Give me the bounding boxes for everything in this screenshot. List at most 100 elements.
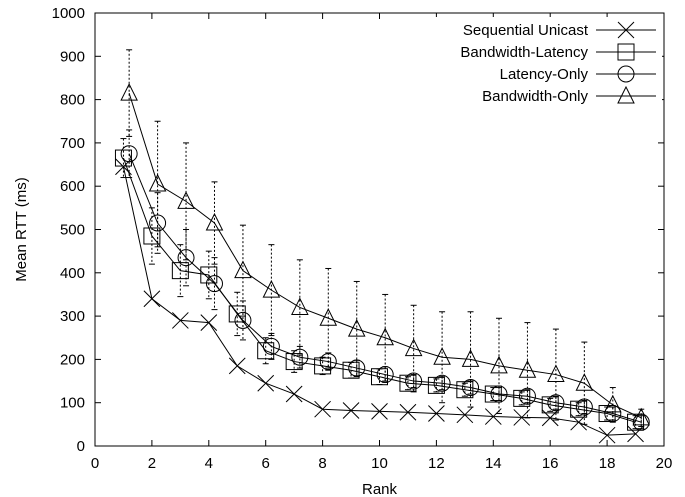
- bandwidth-latency-line: [122, 157, 636, 423]
- sequential-unicast-point: [285, 385, 303, 403]
- bandwidth-latency-legend-label: Bandwidth-Latency: [460, 44, 588, 61]
- x-tick-label: 4: [205, 455, 213, 472]
- bandwidth-latency-point: [484, 385, 502, 403]
- bandwidth-only-point: [291, 297, 309, 315]
- bandwidth-only-point: [148, 173, 167, 192]
- sequential-unicast-point: [371, 403, 388, 420]
- y-tick-label: 900: [60, 48, 85, 65]
- bandwidth-latency-point: [598, 405, 616, 423]
- bandwidth-only-point: [461, 349, 480, 367]
- bandwidth-latency-legend-marker: [617, 43, 635, 61]
- sequential-unicast-point: [627, 425, 644, 443]
- bandwidth-latency-error-bar: [404, 376, 411, 391]
- marker-stroke: [598, 426, 616, 444]
- latency-only-point: [319, 353, 337, 371]
- bandwidth-only-point: [518, 360, 537, 378]
- series-markers: [114, 82, 651, 444]
- x-tick-label: 8: [318, 455, 326, 472]
- latency-only-error-bar: [154, 192, 161, 254]
- x-tick-label: 14: [485, 455, 502, 472]
- latency-only-point: [376, 366, 394, 384]
- ticks: 0 2 4 6 8 10 12 14 16 18 2001002003004005006007008…: [52, 5, 673, 472]
- sequential-unicast-point: [399, 403, 417, 421]
- sequential-unicast-legend-marker: [617, 21, 635, 39]
- bandwidth-only-point: [120, 82, 138, 101]
- bandwidth-latency-point: [228, 305, 246, 323]
- latency-only-error-bar: [239, 300, 246, 341]
- sequential-unicast-point: [143, 290, 161, 308]
- bandwidth-only-error-bar: [154, 120, 161, 248]
- x-tick-label: 0: [91, 455, 99, 472]
- bandwidth-latency-error-bar: [205, 250, 212, 300]
- y-tick-label: 600: [60, 178, 85, 195]
- y-tick-label: 500: [60, 222, 85, 239]
- x-tick-label: 2: [148, 455, 156, 472]
- latency-only-point: [205, 275, 223, 293]
- x-tick-label: 16: [542, 455, 559, 472]
- sequential-unicast-point: [598, 426, 616, 444]
- latency-only-point: [177, 249, 195, 267]
- bandwidth-latency-point: [627, 413, 645, 431]
- sequential-unicast-legend-label: Sequential Unicast: [463, 22, 589, 39]
- marker-stroke: [371, 403, 388, 420]
- marker-stroke: [342, 402, 360, 419]
- bandwidth-only-point: [234, 260, 252, 279]
- latency-only-point: [234, 311, 252, 329]
- latency-only-point: [490, 385, 508, 403]
- latency-only-point: [547, 394, 565, 412]
- bandwidth-only-point: [262, 280, 281, 298]
- latency-only-point: [575, 398, 593, 416]
- bandwidth-latency-error-bar: [547, 397, 554, 412]
- bandwidth-only-point: [319, 308, 338, 326]
- latency-only-point: [120, 145, 138, 163]
- series-lines: [122, 92, 642, 436]
- bandwidth-only-line: [128, 92, 642, 419]
- sequential-unicast-point: [200, 314, 218, 331]
- marker-stroke: [513, 409, 531, 426]
- y-tick-label: 1000: [52, 5, 85, 22]
- marker-stroke: [617, 21, 635, 39]
- marker-stroke: [399, 403, 417, 421]
- marker-stroke: [484, 408, 502, 425]
- bandwidth-only-point: [632, 407, 651, 426]
- y-tick-label: 300: [60, 308, 85, 325]
- y-tick-label: 200: [60, 351, 85, 368]
- x-axis-label: Rank: [362, 481, 398, 497]
- bandwidth-only-point: [205, 212, 224, 231]
- bandwidth-latency-error-bar: [490, 387, 497, 402]
- latency-only-point: [632, 413, 650, 431]
- latency-only-point: [291, 348, 309, 366]
- y-tick-label: 800: [60, 92, 85, 109]
- marker-stroke: [143, 290, 161, 308]
- latency-only-point: [604, 405, 622, 423]
- bandwidth-only-legend-marker: [617, 85, 635, 104]
- marker-stroke: [456, 406, 474, 424]
- latency-only-point: [348, 359, 366, 377]
- y-tick-label: 700: [60, 135, 85, 152]
- bandwidth-latency-point: [257, 342, 275, 360]
- sequential-unicast-point: [484, 408, 502, 425]
- latency-only-point: [462, 379, 480, 397]
- x-tick-label: 12: [428, 455, 445, 472]
- y-tick-label: 400: [60, 265, 85, 282]
- bandwidth-only-point: [603, 394, 622, 413]
- latency-only-point: [405, 372, 423, 390]
- bandwidth-only-legend-label: Bandwidth-Only: [482, 88, 588, 105]
- sequential-unicast-point: [257, 374, 275, 392]
- bandwidth-only-point: [575, 373, 594, 391]
- bandwidth-only-error-bar: [126, 49, 133, 137]
- x-tick-label: 20: [656, 455, 673, 472]
- bandwidth-latency-error-bar: [433, 378, 440, 393]
- latency-only-point: [262, 337, 280, 355]
- sequential-unicast-point: [171, 312, 189, 329]
- bandwidth-only-point: [376, 327, 394, 346]
- marker-stroke: [228, 357, 246, 375]
- x-tick-label: 10: [371, 455, 388, 472]
- sequential-unicast-point: [428, 405, 445, 422]
- marker-stroke: [627, 425, 644, 443]
- y-tick-label: 100: [60, 395, 85, 412]
- bandwidth-latency-point: [314, 357, 332, 375]
- bandwidth-latency-error-bar: [518, 391, 525, 406]
- bandwidth-latency-error-bar: [575, 402, 582, 417]
- latency-only-point: [149, 214, 167, 232]
